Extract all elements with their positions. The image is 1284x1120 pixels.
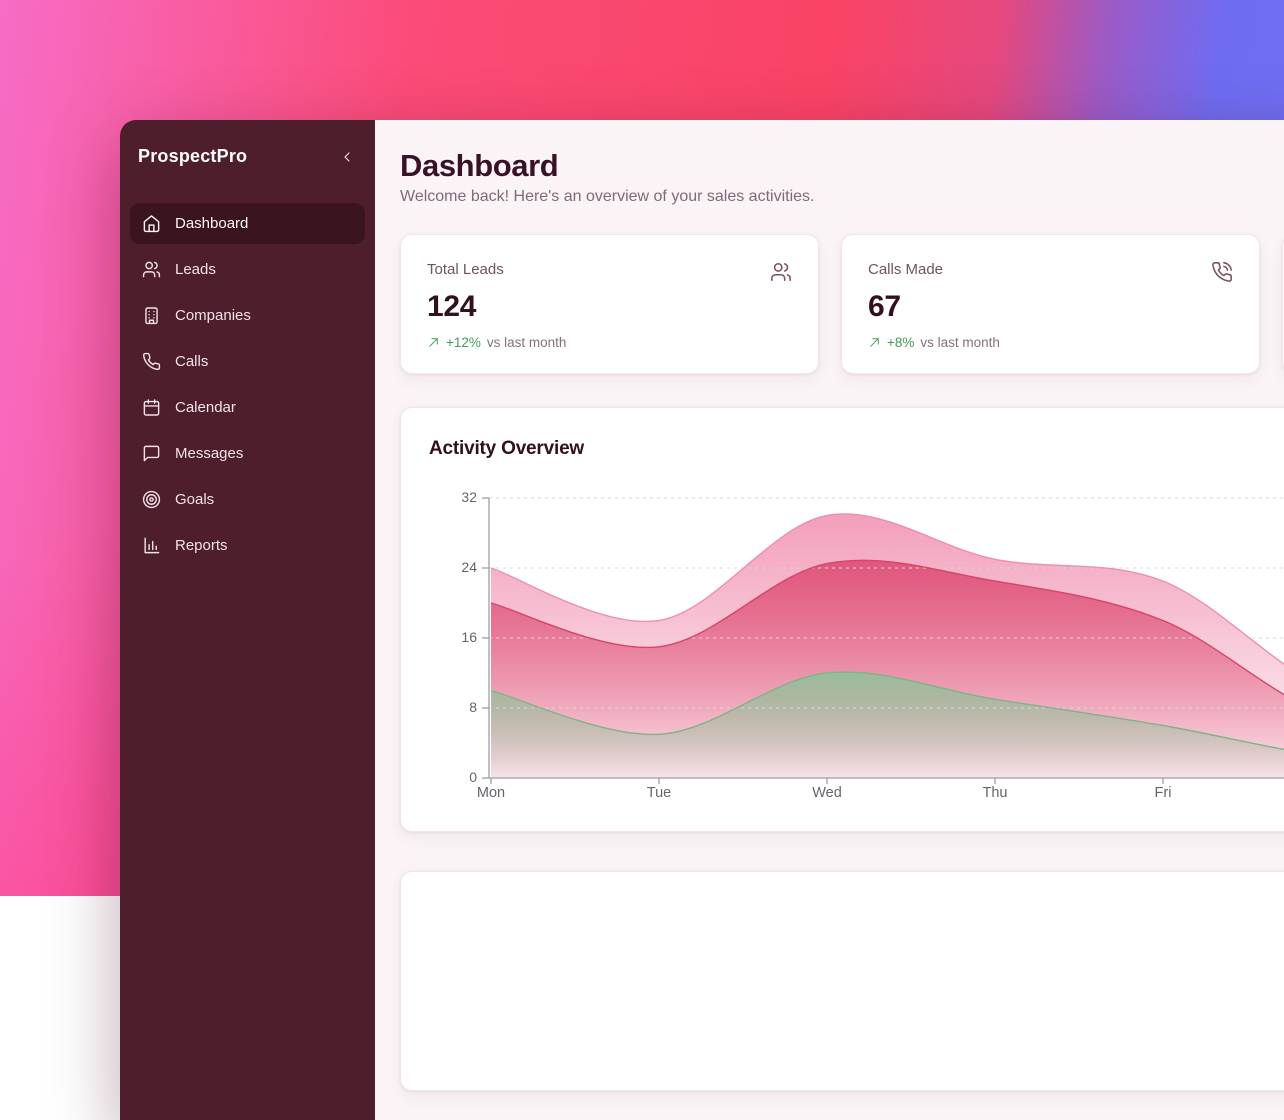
x-axis-tick-label: Wed [812, 785, 842, 801]
stat-trend-suffix: vs last month [920, 335, 1000, 350]
phone-icon [142, 352, 161, 371]
chart-title: Activity Overview [429, 438, 585, 459]
sidebar-item-dashboard[interactable]: Dashboard [130, 203, 365, 244]
activity-chart-svg [482, 497, 1284, 784]
phone-call-icon [1212, 262, 1232, 282]
page-subtitle: Welcome back! Here's an overview of your… [400, 188, 815, 205]
stat-value: 67 [868, 290, 901, 323]
bar-chart-icon [144, 537, 160, 554]
target-icon [142, 490, 161, 509]
app-brand: ProspectPro [138, 146, 248, 166]
stat-card-total-leads: Total Leads 124 +12% vs last month [400, 234, 819, 374]
sidebar-item-label: Calls [175, 353, 209, 370]
sidebar-item-messages[interactable]: Messages [130, 433, 365, 474]
stat-trend-percent: +8% [887, 335, 915, 350]
sidebar-item-label: Leads [175, 261, 216, 278]
calendar-icon [143, 399, 160, 416]
sidebar-collapse-button[interactable] [337, 147, 357, 167]
sidebar-item-label: Messages [175, 445, 244, 462]
sidebar-item-label: Reports [175, 537, 228, 554]
home-icon [143, 215, 160, 233]
stat-label: Total Leads [427, 261, 504, 278]
sidebar-item-leads[interactable]: Leads [130, 249, 365, 290]
stat-trend-suffix: vs last month [486, 335, 567, 350]
stat-trend-percent: +12% [446, 335, 481, 350]
sidebar-item-label: Companies [175, 307, 251, 324]
trend-up-arrow-icon [429, 338, 438, 347]
sidebar: ProspectPro Dashboard Leads Companies Ca… [120, 120, 375, 1120]
sidebar-item-label: Dashboard [175, 215, 249, 232]
line-inner-green-band [490, 671, 1284, 751]
sidebar-header: ProspectPro [130, 140, 365, 203]
sidebar-item-companies[interactable]: Companies [130, 295, 365, 336]
trend-up-arrow-icon [870, 338, 879, 347]
sidebar-item-label: Goals [175, 491, 215, 508]
y-axis-tick-label: 32 [461, 489, 477, 505]
building-icon [145, 307, 158, 325]
line-outer-light-pink-band [490, 513, 1284, 665]
page-title: Dashboard [400, 148, 559, 183]
x-axis-tick-label: Thu [982, 785, 1008, 801]
y-axis-tick-label: 24 [461, 559, 477, 575]
y-axis-tick-label: 16 [461, 629, 477, 645]
activity-overview-card: Activity Overview 0 8 16 24 32 Mon Tue Wed Thu Fr… [400, 407, 1284, 832]
message-square-icon [143, 445, 160, 462]
area-inner-green-band [491, 672, 1284, 778]
stat-label: Calls Made [868, 261, 944, 278]
y-axis-tick-label: 0 [469, 769, 477, 785]
stat-trend: +12% vs last month [427, 335, 792, 350]
stat-value: 124 [427, 290, 477, 323]
x-axis-tick-label: Tue [646, 785, 672, 801]
main-content: Dashboard Welcome back! Here's an overvi… [375, 120, 1284, 1120]
line-middle-rose-band [490, 559, 1284, 696]
x-axis-tick-label: Fri [1154, 785, 1172, 801]
x-axis-tick-label: Mon [476, 785, 506, 801]
app-window: ProspectPro Dashboard Leads Companies Ca… [120, 120, 1284, 1120]
sidebar-item-label: Calendar [175, 399, 236, 416]
sidebar-item-calls[interactable]: Calls [130, 341, 365, 382]
bottom-section-card [400, 871, 1284, 1091]
stats-row: Total Leads 124 +12% vs last month Calls… [400, 234, 1284, 374]
stat-card-calls-made: Calls Made 67 +8% vs last month [841, 234, 1260, 374]
sidebar-item-goals[interactable]: Goals [130, 479, 365, 520]
stat-trend: +8% vs last month [868, 335, 1233, 350]
sidebar-item-reports[interactable]: Reports [130, 525, 365, 566]
activity-chart: 0 8 16 24 32 Mon Tue Wed Thu Fri [401, 408, 1284, 831]
sidebar-nav: Dashboard Leads Companies Calls Calendar… [130, 203, 365, 566]
sidebar-item-calendar[interactable]: Calendar [130, 387, 365, 428]
chevron-left-icon [344, 151, 350, 162]
y-axis-tick-label: 8 [469, 699, 477, 715]
users-icon [142, 261, 161, 278]
users-icon [771, 262, 791, 282]
